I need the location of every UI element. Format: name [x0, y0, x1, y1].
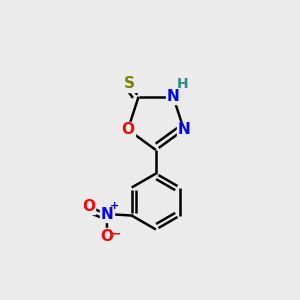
- Bar: [81, 199, 95, 214]
- Bar: [176, 77, 188, 92]
- Bar: [122, 76, 136, 92]
- Text: N: N: [167, 89, 180, 104]
- Text: H: H: [176, 77, 188, 91]
- Text: O: O: [101, 229, 114, 244]
- Text: O: O: [122, 122, 134, 137]
- Text: N: N: [100, 206, 113, 221]
- Bar: [100, 229, 114, 244]
- Text: −: −: [111, 228, 121, 241]
- Text: N: N: [178, 122, 190, 137]
- Text: +: +: [110, 201, 119, 211]
- Bar: [100, 206, 114, 222]
- Bar: [121, 122, 135, 137]
- Bar: [166, 89, 180, 104]
- Text: S: S: [124, 76, 135, 91]
- Text: O: O: [82, 199, 95, 214]
- Bar: [177, 122, 191, 137]
